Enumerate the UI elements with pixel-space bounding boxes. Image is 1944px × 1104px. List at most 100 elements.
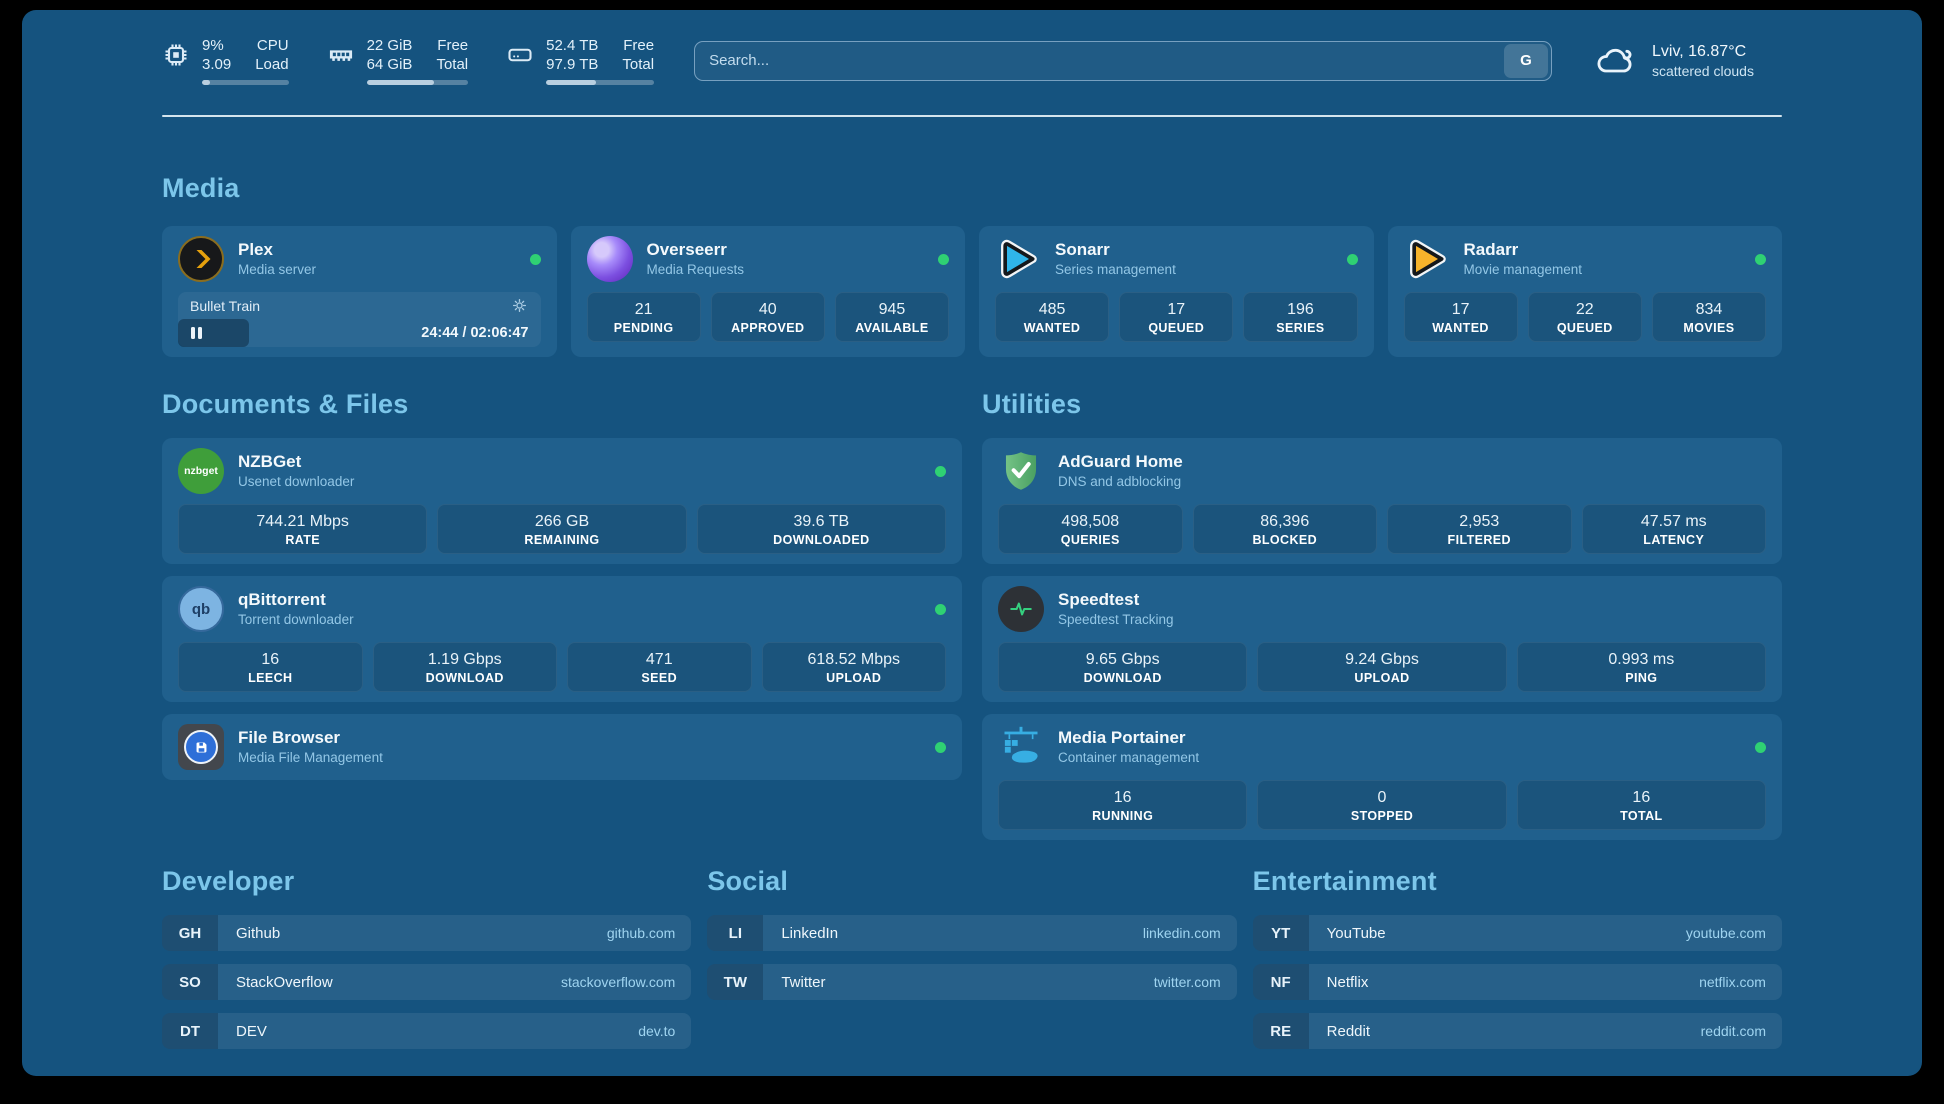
status-dot xyxy=(1755,741,1766,753)
card-speedtest[interactable]: Speedtest Speedtest Tracking 9.65 Gbps D… xyxy=(982,576,1782,702)
stat-tile: 47.57 ms LATENCY xyxy=(1581,504,1766,554)
ram-progress-fill xyxy=(366,80,434,85)
bookmark-github[interactable]: GH Github github.com xyxy=(162,915,692,951)
system-metrics: 9% 3.09 CPU Load xyxy=(162,36,655,85)
ram-free-label: Free xyxy=(437,37,469,54)
stat-tile: 1.19 Gbps DOWNLOAD xyxy=(372,642,557,692)
app-name: AdGuard Home xyxy=(1058,452,1183,471)
gear-icon[interactable] xyxy=(510,296,529,315)
card-radarr[interactable]: Radarr Movie management 17 WANTED 22 QUE… xyxy=(1387,226,1782,357)
app-name: Media Portainer xyxy=(1058,728,1186,747)
disk-metric: 52.4 TB 97.9 TB Free Total xyxy=(506,36,655,85)
playback-progress-bar[interactable]: 24:44 / 02:06:47 xyxy=(178,319,541,347)
stat-tile: 86,396 BLOCKED xyxy=(1192,504,1377,554)
stat-tile: 498,508 QUERIES xyxy=(998,504,1183,554)
disk-total-value: 97.9 TB xyxy=(546,56,599,73)
weather-location-temp: Lviv, 16.87°C xyxy=(1652,42,1747,60)
app-name: Radarr xyxy=(1463,240,1519,259)
dashboard: 9% 3.09 CPU Load xyxy=(22,10,1922,1076)
app-name: Overseerr xyxy=(646,240,727,259)
stat-tile: 16 RUNNING xyxy=(998,780,1248,830)
card-portainer[interactable]: Media Portainer Container management 16 … xyxy=(982,714,1782,840)
disk-free-value: 52.4 TB xyxy=(546,37,599,54)
stat-tile: 39.6 TB DOWNLOADED xyxy=(696,504,946,554)
app-subtitle: Speedtest Tracking xyxy=(1058,612,1174,627)
cpu-progress-bar xyxy=(202,80,289,85)
cloud-icon xyxy=(1597,48,1632,72)
bookmark-youtube[interactable]: YT YouTube youtube.com xyxy=(1252,915,1782,951)
ram-free-value: 22 GiB xyxy=(366,37,413,54)
bookmark-twitter[interactable]: TW Twitter twitter.com xyxy=(707,964,1237,1000)
stat-tile: 16 TOTAL xyxy=(1516,780,1766,830)
ram-total-label: Total xyxy=(436,56,469,73)
bookmark-group-social: Social LI LinkedIn linkedin.com TW Twitt… xyxy=(707,866,1237,1062)
cpu-load-value: 3.09 xyxy=(202,56,232,73)
stat-tile: 196 SERIES xyxy=(1243,292,1358,342)
cpu-usage-value: 9% xyxy=(202,37,224,54)
disk-total-label: Total xyxy=(622,56,655,73)
search-input[interactable] xyxy=(695,52,1501,69)
filebrowser-icon xyxy=(178,724,224,770)
utilities-column: Utilities xyxy=(982,389,1782,840)
section-title-utilities: Utilities xyxy=(982,389,1082,419)
bookmark-linkedin[interactable]: LI LinkedIn linkedin.com xyxy=(707,915,1237,951)
cpu-load-label: Load xyxy=(255,56,289,73)
stat-tile: 9.24 Gbps UPLOAD xyxy=(1257,642,1507,692)
weather-condition: scattered clouds xyxy=(1652,62,1754,79)
stat-tile: 21 PENDING xyxy=(586,292,701,342)
bookmark-stackoverflow[interactable]: SO StackOverflow stackoverflow.com xyxy=(162,964,692,1000)
section-title-documents: Documents & Files xyxy=(162,389,409,419)
app-subtitle: DNS and adblocking xyxy=(1058,474,1182,489)
section-title-developer: Developer xyxy=(162,866,295,896)
status-dot xyxy=(1755,253,1766,265)
app-name: qBittorrent xyxy=(238,590,326,609)
card-plex[interactable]: Plex Media server Bullet Train xyxy=(162,226,557,357)
stat-tile: 22 QUEUED xyxy=(1527,292,1642,342)
cpu-usage-label: CPU xyxy=(256,37,289,54)
stat-tile: 2,953 FILTERED xyxy=(1387,504,1572,554)
stat-tile: 40 APPROVED xyxy=(710,292,825,342)
app-name: NZBGet xyxy=(238,452,302,471)
app-name: Plex xyxy=(238,240,273,259)
bookmark-reddit[interactable]: RE Reddit reddit.com xyxy=(1252,1013,1782,1049)
disk-icon xyxy=(508,48,532,62)
cpu-metric: 9% 3.09 CPU Load xyxy=(162,36,289,85)
app-subtitle: Series management xyxy=(1055,262,1176,277)
card-nzbget[interactable]: nzbget NZBGet Usenet downloader 744.21 M… xyxy=(162,438,962,564)
pause-icon[interactable] xyxy=(191,327,202,339)
search-engine-button[interactable]: G xyxy=(1504,43,1548,78)
stat-tile: 9.65 Gbps DOWNLOAD xyxy=(998,642,1248,692)
card-overseerr[interactable]: Overseerr Media Requests 21 PENDING 40 A… xyxy=(570,226,965,357)
cpu-progress-fill xyxy=(202,80,210,85)
status-dot xyxy=(935,603,946,615)
section-title-media: Media xyxy=(162,173,240,203)
card-adguard[interactable]: AdGuard Home DNS and adblocking 498,508 … xyxy=(982,438,1782,564)
bookmark-netflix[interactable]: NF Netflix netflix.com xyxy=(1252,964,1782,1000)
app-subtitle: Media Requests xyxy=(646,262,745,277)
nzbget-icon: nzbget xyxy=(178,448,224,494)
playback-progress-fill xyxy=(178,319,249,347)
sonarr-icon xyxy=(995,236,1041,282)
disk-progress-fill xyxy=(546,80,596,85)
status-dot xyxy=(935,465,946,477)
stat-tile: 0.993 ms PING xyxy=(1516,642,1766,692)
stat-tile: 17 WANTED xyxy=(1403,292,1518,342)
bookmark-dev[interactable]: DT DEV dev.to xyxy=(162,1013,692,1049)
plex-now-playing: Bullet Train 24:44 / 02:06:47 xyxy=(178,292,541,347)
media-grid: Plex Media server Bullet Train xyxy=(162,226,1782,357)
speedtest-icon xyxy=(998,586,1044,632)
app-subtitle: Media server xyxy=(238,262,317,277)
status-dot xyxy=(935,741,946,753)
adguard-icon xyxy=(998,448,1044,494)
card-qbittorrent[interactable]: qb qBittorrent Torrent downloader 16 xyxy=(162,576,962,702)
card-filebrowser[interactable]: File Browser Media File Management xyxy=(162,714,962,780)
app-subtitle: Container management xyxy=(1058,750,1200,765)
app-name: Speedtest xyxy=(1058,590,1140,609)
card-sonarr[interactable]: Sonarr Series management 485 WANTED 17 Q… xyxy=(979,226,1374,357)
ram-total-value: 64 GiB xyxy=(366,56,413,73)
stat-tile: 744.21 Mbps RATE xyxy=(178,504,428,554)
stat-tile: 0 STOPPED xyxy=(1257,780,1507,830)
header-divider xyxy=(162,115,1782,117)
stat-tile: 945 AVAILABLE xyxy=(834,292,950,342)
ram-progress-bar xyxy=(366,80,469,85)
